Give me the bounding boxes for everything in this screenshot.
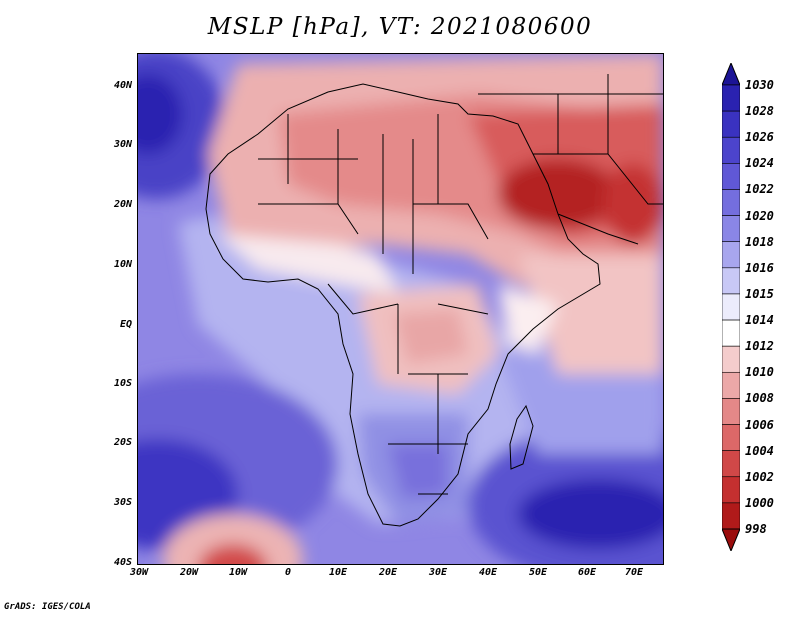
colorbar-level-label: 1004	[745, 443, 774, 458]
lon-label: 50E	[528, 567, 548, 578]
colorbar-level-label: 1020	[745, 208, 774, 223]
country-borders	[205, 74, 663, 527]
lat-label: 20N	[113, 199, 132, 210]
colorbar-bottom-arrow	[722, 528, 740, 551]
colorbar-level-label: 1030	[745, 78, 774, 92]
colorbar-bin	[722, 136, 740, 164]
lon-label: 60E	[577, 567, 597, 578]
colorbar-bin	[722, 241, 740, 269]
mslp-map	[137, 53, 664, 565]
lat-label: 20S	[113, 437, 132, 448]
colorbar-bin	[722, 502, 740, 530]
lon-label: 20E	[378, 567, 398, 578]
colorbar-level-label: 1014	[745, 313, 774, 328]
lon-label: 0	[284, 567, 292, 578]
colorbar-bin	[722, 476, 740, 504]
colorbar-level-label: 1022	[745, 182, 774, 197]
lat-label: 10N	[113, 259, 132, 270]
lon-label: 10W	[228, 567, 248, 578]
lat-label: 10S	[113, 378, 132, 389]
colorbar-level-label: 1002	[745, 469, 774, 484]
colorbar-bin	[722, 267, 740, 295]
colorbar-level-label: 1006	[745, 417, 774, 432]
colorbar-bin	[722, 371, 740, 399]
colorbar-level-label: 1012	[745, 339, 774, 354]
colorbar-level-label: 1010	[745, 365, 774, 380]
mslp-field	[138, 54, 663, 564]
lon-label: 40E	[478, 567, 498, 578]
grads-credit: GrADS: IGES/COLA	[4, 602, 91, 612]
colorbar-level-label: 1024	[745, 156, 774, 171]
lat-label: 30N	[113, 139, 132, 150]
lon-label: 10E	[328, 567, 348, 578]
colorbar-bin	[722, 450, 740, 478]
lon-label: 20W	[179, 567, 199, 578]
colorbar-top-arrow	[722, 63, 740, 86]
lon-label: 70E	[624, 567, 644, 578]
lat-label: 40S	[113, 557, 132, 568]
colorbar-bin	[722, 189, 740, 216]
map-title: MSLP [hPa], VT: 2021080600	[207, 14, 593, 40]
colorbar-level-label: 1008	[745, 391, 774, 406]
colorbar-bin	[722, 215, 740, 243]
colorbar-level-label: 1016	[745, 260, 774, 275]
lat-label: EQ	[119, 319, 132, 330]
colorbar-level-label: 1018	[745, 234, 774, 249]
colorbar-level-label: 1026	[745, 130, 774, 145]
lon-label: 30W	[129, 567, 149, 578]
lon-label: 30E	[428, 567, 448, 578]
colorbar-bin	[722, 345, 740, 373]
lat-label: 40N	[113, 80, 132, 91]
colorbar	[722, 63, 740, 551]
colorbar-level-label: 1000	[745, 495, 774, 510]
colorbar-bin	[722, 424, 740, 451]
colorbar-bin	[722, 110, 740, 138]
colorbar-bin	[722, 163, 740, 190]
colorbar-level-label: 1015	[745, 286, 774, 301]
colorbar-bin	[722, 293, 740, 321]
colorbar-level-label: 1028	[745, 104, 774, 119]
colorbar-bin	[722, 319, 740, 347]
colorbar-level-label: 998	[745, 522, 767, 536]
lat-label: 30S	[113, 497, 132, 508]
colorbar-bin	[722, 84, 740, 112]
colorbar-bin	[722, 398, 740, 425]
